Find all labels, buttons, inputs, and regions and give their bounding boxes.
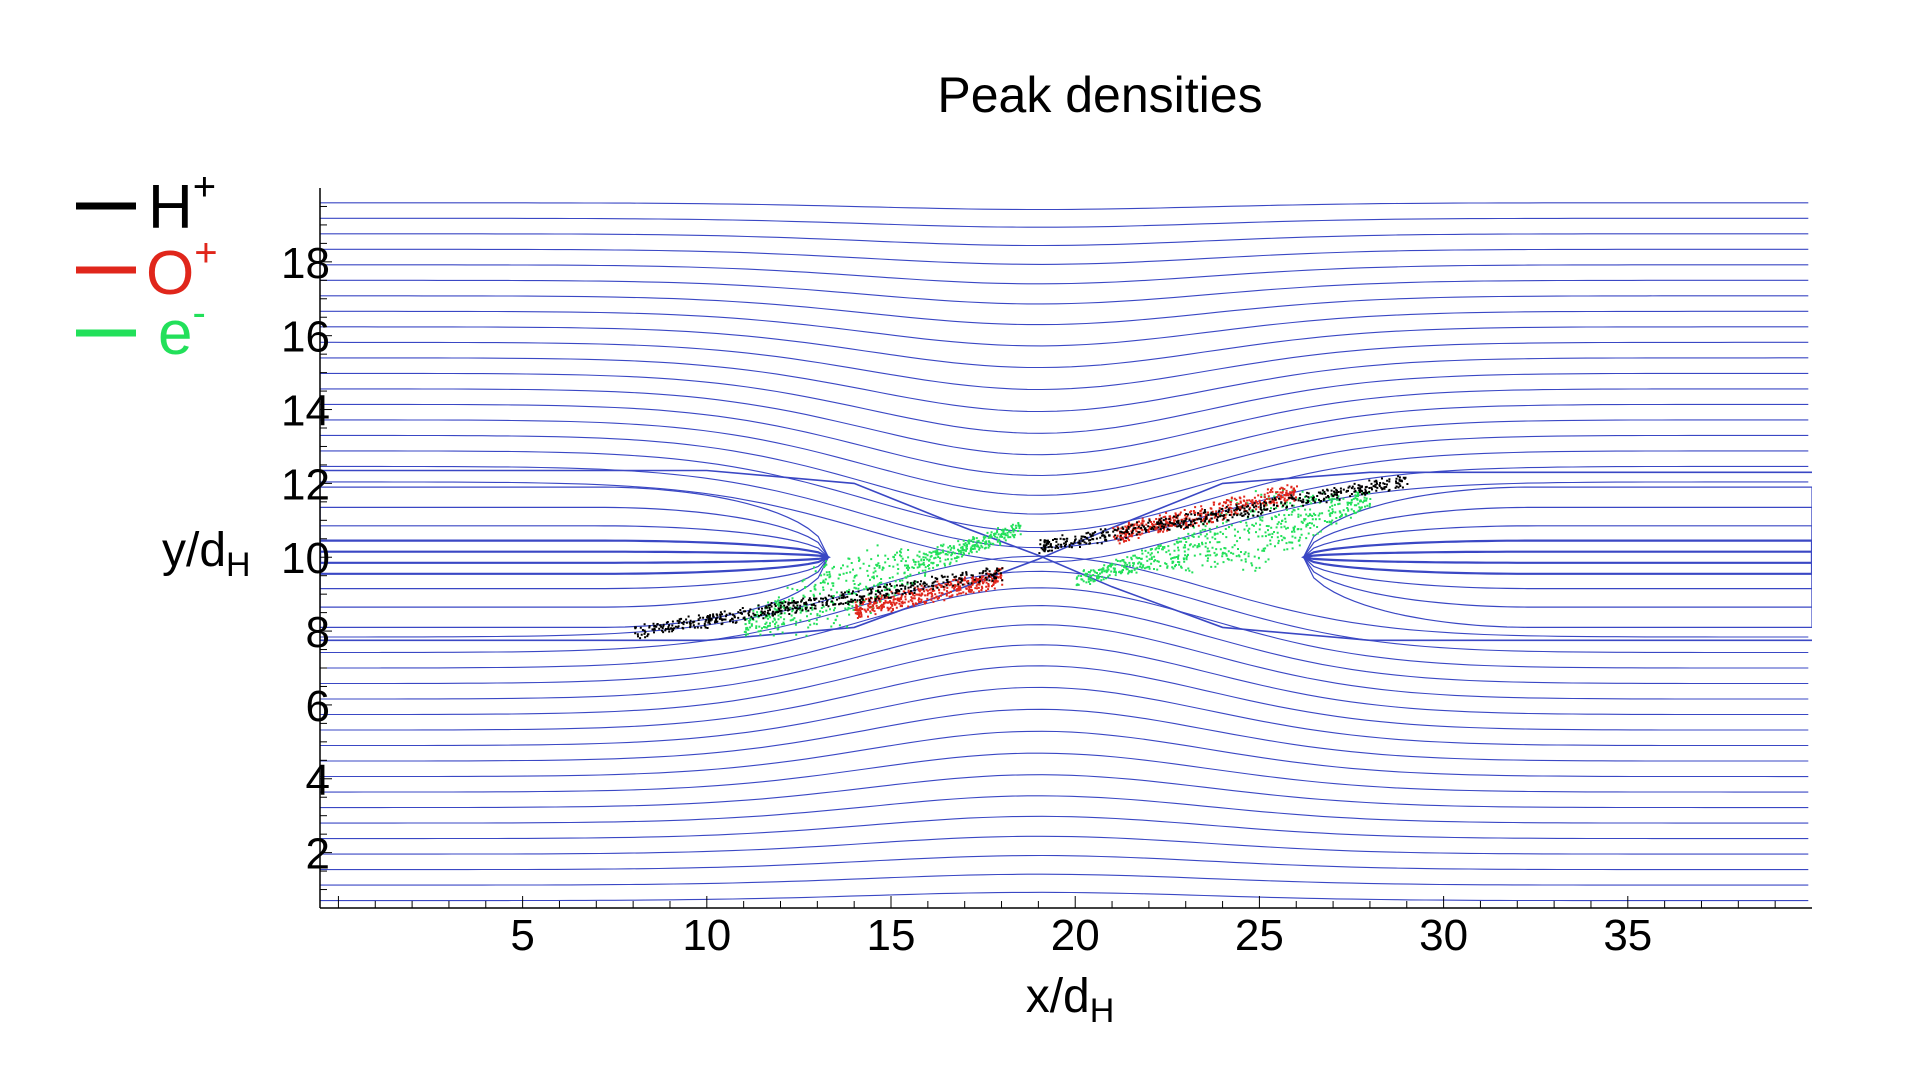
legend-label-e-sup: -	[192, 291, 205, 335]
field-line-27	[320, 341, 1809, 391]
scatter-o-band-0	[854, 567, 1004, 619]
y-tick-label-2: 2	[306, 830, 330, 879]
x-axis-label: x/dH	[1026, 970, 1115, 1030]
field-line-8	[320, 730, 1809, 778]
field-line-0	[320, 891, 1809, 902]
chart-title: Peak densities	[937, 67, 1262, 123]
y-tick-label-14: 14	[281, 387, 330, 436]
y-tick-label-6: 6	[306, 682, 330, 731]
legend: H+ O+ e-	[76, 165, 218, 368]
field-line-30	[320, 295, 1809, 326]
scatter-e-band-0	[743, 522, 1022, 637]
legend-label-h-sup: +	[193, 165, 216, 209]
y-tick-label-18: 18	[281, 239, 330, 288]
magnetic-islands	[320, 486, 1812, 628]
island-1-loop-4	[1303, 550, 1812, 564]
plot-area	[320, 202, 1812, 902]
island-0-loop-0	[320, 486, 830, 628]
field-line-13	[320, 624, 1809, 700]
x-tick-label-5: 5	[510, 911, 534, 960]
field-line-16	[320, 570, 1809, 654]
legend-entry-o: O+	[76, 231, 218, 308]
scatter-o-band-1	[1112, 484, 1298, 545]
island-0-loop-3	[320, 539, 831, 575]
x-tick-label-10: 10	[682, 911, 731, 960]
field-line-33	[320, 248, 1809, 265]
legend-label-e-main: e	[158, 299, 192, 368]
x-axis-label-main: x/d	[1026, 970, 1090, 1023]
island-1-loop-3	[1301, 539, 1812, 575]
field-line-4	[320, 815, 1809, 840]
scatter-h-band-1	[1038, 475, 1409, 555]
field-line-5	[320, 795, 1809, 824]
y-tick-label-16: 16	[281, 313, 330, 362]
x-tick-label-35: 35	[1603, 911, 1652, 960]
field-line-9	[320, 708, 1809, 762]
field-line-32	[320, 264, 1809, 285]
field-line-24	[320, 388, 1809, 456]
field-line-21	[320, 434, 1809, 515]
island-0-loop-4	[320, 550, 829, 564]
field-line-11	[320, 665, 1809, 731]
field-line-15	[320, 587, 1809, 669]
field-line-25	[320, 372, 1809, 434]
x-axis-label-sub: H	[1090, 992, 1115, 1030]
field-line-28	[320, 326, 1809, 369]
y-tick-label-12: 12	[281, 460, 330, 509]
field-line-1	[320, 873, 1809, 886]
x-tick-label-25: 25	[1235, 911, 1284, 960]
field-line-34	[320, 233, 1809, 247]
field-line-2	[320, 854, 1809, 871]
legend-entry-e: e-	[76, 291, 206, 368]
y-tick-label-10: 10	[281, 534, 330, 583]
separatrix-0	[320, 469, 1812, 642]
field-lines	[320, 202, 1812, 902]
island-0-loop-2	[320, 525, 830, 590]
legend-label-o-main: O	[146, 239, 194, 308]
field-line-18	[320, 481, 1809, 563]
field-line-7	[320, 752, 1809, 793]
legend-entry-h: H+	[76, 165, 216, 242]
y-axis-label: y/dH	[162, 524, 251, 584]
legend-label-o: O+	[146, 231, 218, 308]
field-line-36	[320, 202, 1809, 211]
legend-label-h: H+	[148, 165, 216, 242]
island-1-loop-2	[1302, 525, 1812, 590]
legend-label-h-main: H	[148, 173, 193, 242]
field-line-26	[320, 357, 1809, 413]
field-line-31	[320, 279, 1809, 305]
axes: 5 10 15 20 25 30 35 2 4 6 8 10 12 14 16 18	[281, 188, 1812, 960]
density-scatter	[634, 475, 1409, 640]
field-line-3	[320, 835, 1809, 855]
x-tick-label-15: 15	[867, 911, 916, 960]
y-tick-labels: 2 4 6 8 10 12 14 16 18	[281, 239, 330, 879]
field-line-22	[320, 419, 1809, 496]
island-1-loop-1	[1302, 506, 1812, 608]
field-line-17	[320, 555, 1809, 638]
x-tick-label-20: 20	[1051, 911, 1100, 960]
field-line-29	[320, 310, 1809, 347]
y-axis-label-main: y/d	[162, 524, 226, 577]
island-1-loop-0	[1302, 486, 1812, 628]
field-line-6	[320, 774, 1809, 809]
field-line-20	[320, 450, 1809, 533]
y-axis-label-sub: H	[226, 546, 251, 584]
y-tick-label-4: 4	[306, 756, 330, 805]
field-line-23	[320, 403, 1809, 477]
y-tick-label-8: 8	[306, 608, 330, 657]
legend-label-e: e-	[158, 291, 206, 368]
field-line-14	[320, 605, 1809, 685]
x-tick-label-30: 30	[1419, 911, 1468, 960]
legend-label-o-sup: +	[194, 231, 217, 275]
scatter-h-band-0	[634, 567, 1004, 640]
x-tick-labels: 5 10 15 20 25 30 35	[510, 911, 1652, 960]
minor-ticks	[320, 205, 1776, 908]
field-line-10	[320, 686, 1809, 747]
island-0-loop-1	[320, 506, 830, 608]
field-line-35	[320, 217, 1809, 228]
separatrix-1	[320, 471, 1812, 642]
field-line-12	[320, 644, 1809, 716]
